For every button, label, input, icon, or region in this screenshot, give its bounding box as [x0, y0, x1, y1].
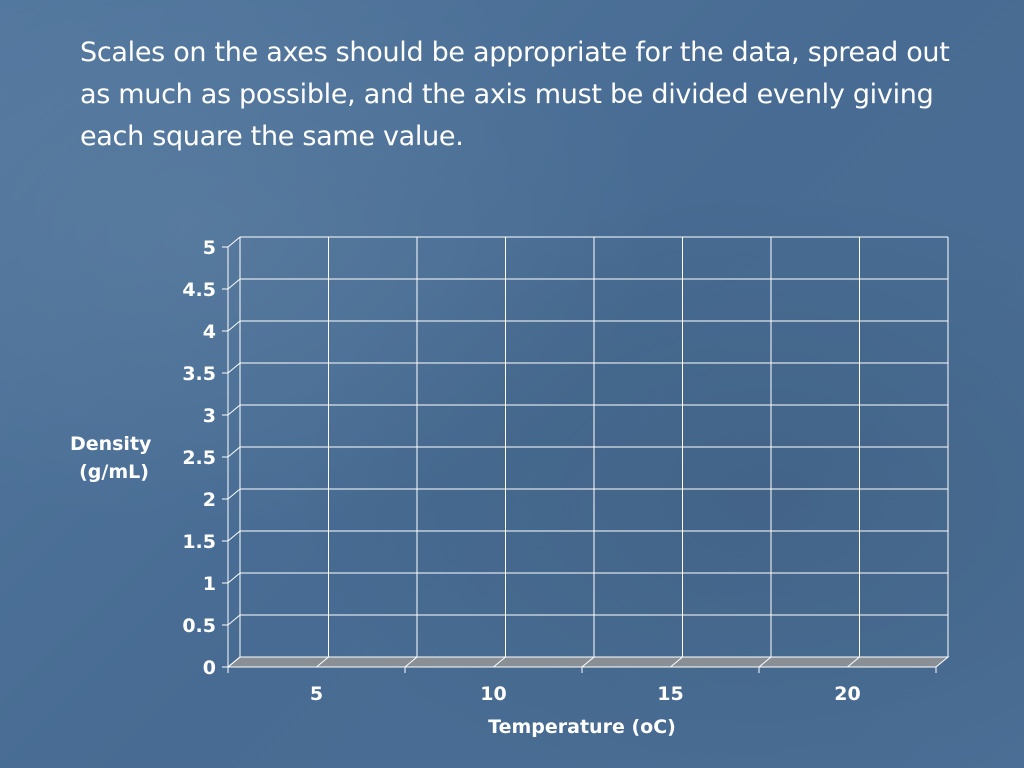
y-tick-label: 0.5: [182, 615, 216, 637]
floor-divider: [404, 656, 418, 668]
x-tick-label: 5: [310, 683, 323, 705]
floor-divider: [581, 656, 595, 668]
y-axis-title-line-1: Density: [70, 433, 152, 455]
floor-divider: [758, 656, 772, 668]
chart-gridlines: [227, 236, 949, 668]
gridline-depth: [227, 278, 241, 290]
y-tick-label: 3.5: [182, 363, 216, 385]
chart-floor: [226, 656, 950, 668]
y-tick-label: 5: [203, 237, 216, 259]
floor-divider: [316, 656, 329, 668]
y-tick-label: 2.5: [182, 447, 216, 469]
gridline-depth: [227, 236, 241, 248]
gridline-depth: [227, 572, 241, 584]
gridline-depth: [227, 320, 241, 332]
gridline-depth: [227, 656, 241, 668]
floor-divider: [847, 656, 860, 668]
gridline-depth: [227, 446, 241, 458]
y-axis: 0 0.5 1 1.5 2 2.5 3 3.5 4 4.5 5: [182, 237, 229, 679]
gridline-depth: [227, 404, 241, 416]
gridline-depth: [227, 362, 241, 374]
slide-body-text: Scales on the axes should be appropriate…: [80, 37, 950, 152]
y-tick-label: 0: [203, 657, 216, 679]
floor-divider: [670, 656, 683, 668]
y-tick-label: 1.5: [182, 531, 216, 553]
x-tick-label: 15: [657, 683, 683, 705]
y-axis-title: Density (g/mL): [70, 433, 158, 483]
floor-divider: [493, 656, 506, 668]
gridline-depth: [227, 488, 241, 500]
y-tick-label: 1: [203, 573, 216, 595]
x-tick-label: 10: [480, 683, 506, 705]
y-tick-label: 4: [203, 321, 216, 343]
y-tick-label: 2: [203, 489, 216, 511]
y-axis-title-line-2: (g/mL): [79, 461, 149, 483]
gridline-depth: [227, 530, 241, 542]
x-axis: 5 10 15 20: [227, 666, 937, 705]
y-tick-label: 3: [203, 405, 216, 427]
x-tick-label: 20: [834, 683, 860, 705]
gridline-depth: [227, 614, 241, 626]
x-axis-title: Temperature (oC): [488, 716, 676, 738]
y-tick-label: 4.5: [182, 279, 216, 301]
